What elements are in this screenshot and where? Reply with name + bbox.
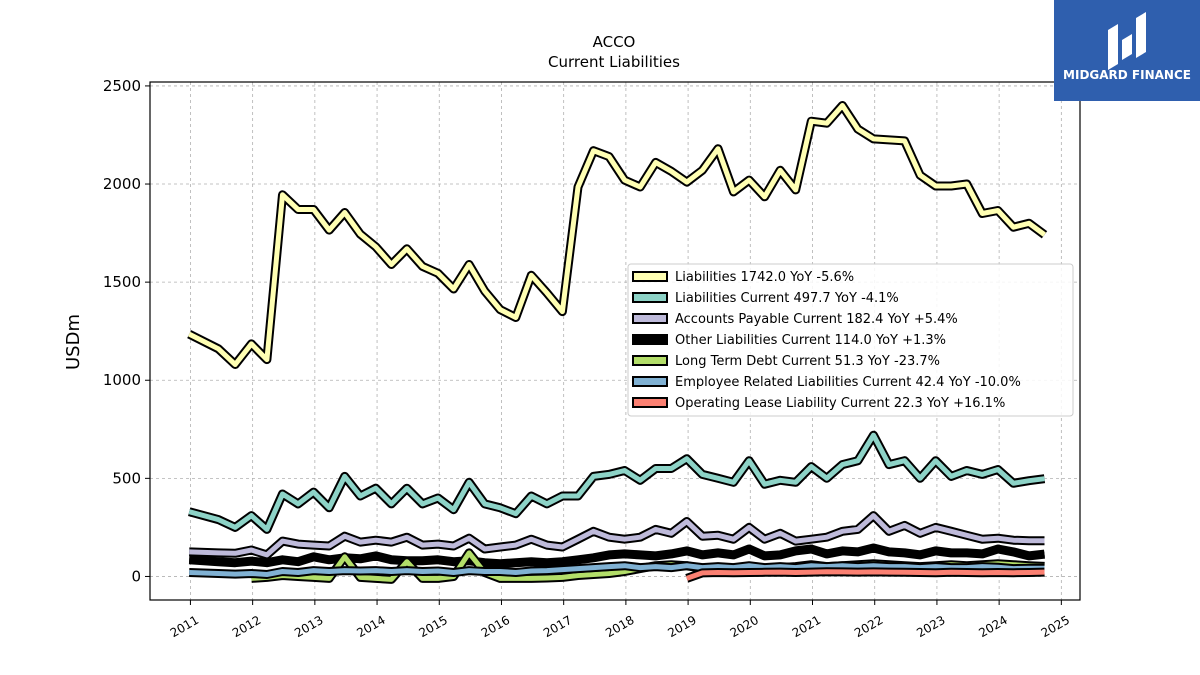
- legend-entry: Accounts Payable Current 182.4 YoY +5.4%: [675, 312, 958, 327]
- legend-entry: Liabilities 1742.0 YoY -5.6%: [675, 270, 854, 285]
- legend-swatch: [632, 355, 668, 366]
- chart-title: ACCO: [593, 33, 636, 51]
- x-tick-label: 2011: [168, 613, 201, 640]
- legend-entry: Employee Related Liabilities Current 42.…: [675, 375, 1021, 390]
- legend-entry: Operating Lease Liability Current 22.3 Y…: [675, 396, 1005, 411]
- legend-swatch: [632, 271, 668, 282]
- y-tick-label: 1000: [103, 371, 141, 389]
- chart-subtitle: Current Liabilities: [548, 53, 680, 71]
- legend-swatch: [632, 313, 668, 324]
- series-line-liabilities: [188, 103, 1046, 367]
- y-axis-label: USDm: [63, 314, 84, 370]
- x-tick-label: 2022: [852, 613, 885, 640]
- y-tick-label: 2000: [103, 175, 141, 193]
- series-outline-accounts-payable-current: [189, 511, 1045, 560]
- x-tick-label: 2012: [230, 613, 263, 640]
- legend-swatch: [632, 334, 668, 345]
- x-tick-label: 2014: [354, 613, 387, 640]
- logo-mark-icon: [1108, 12, 1146, 70]
- plot-frame: [149, 81, 1081, 601]
- legend-entry: Long Term Debt Current 51.3 YoY -23.7%: [675, 354, 940, 369]
- series-lines: [187, 101, 1048, 584]
- series-outline-liabilities-current: [188, 430, 1046, 534]
- x-tick-label: 2018: [603, 613, 636, 640]
- legend-swatch: [632, 397, 668, 408]
- x-tick-label: 2013: [292, 613, 325, 640]
- series-line-employee-related-liabilities-current: [189, 563, 1045, 577]
- legend-box: [627, 263, 1074, 417]
- x-tick-label: 2017: [541, 613, 574, 640]
- series-line-liabilities-current: [188, 432, 1045, 532]
- y-tick-label: 1500: [103, 273, 141, 291]
- midgard-finance-logo: MIDGARD FINANCE: [1054, 0, 1200, 101]
- legend-entry: Other Liabilities Current 114.0 YoY +1.3…: [675, 333, 946, 348]
- x-tick-label: 2024: [976, 613, 1009, 640]
- legend-swatch: [632, 376, 668, 387]
- legend-swatch: [632, 292, 668, 303]
- series-line-accounts-payable-current: [189, 513, 1045, 558]
- legend: Liabilities 1742.0 YoY -5.6% Liabilities …: [627, 263, 1074, 417]
- x-tick-label: 2020: [728, 613, 761, 640]
- x-tick-label: 2025: [1039, 613, 1072, 640]
- y-tick-label: 500: [112, 469, 141, 487]
- legend-entry: Liabilities Current 497.7 YoY -4.1%: [675, 291, 899, 306]
- y-tick-label: 2500: [103, 77, 141, 95]
- x-tick-label: 2015: [417, 613, 450, 640]
- series-line-operating-lease-liability-current: [685, 569, 1045, 581]
- logo-text: MIDGARD FINANCE: [1063, 68, 1191, 82]
- x-tick-label: 2016: [479, 613, 512, 640]
- x-tick-label: 2021: [790, 613, 823, 640]
- x-tick-label: 2019: [665, 613, 698, 640]
- x-tick-label: 2023: [914, 613, 947, 640]
- y-tick-label: 0: [131, 567, 141, 585]
